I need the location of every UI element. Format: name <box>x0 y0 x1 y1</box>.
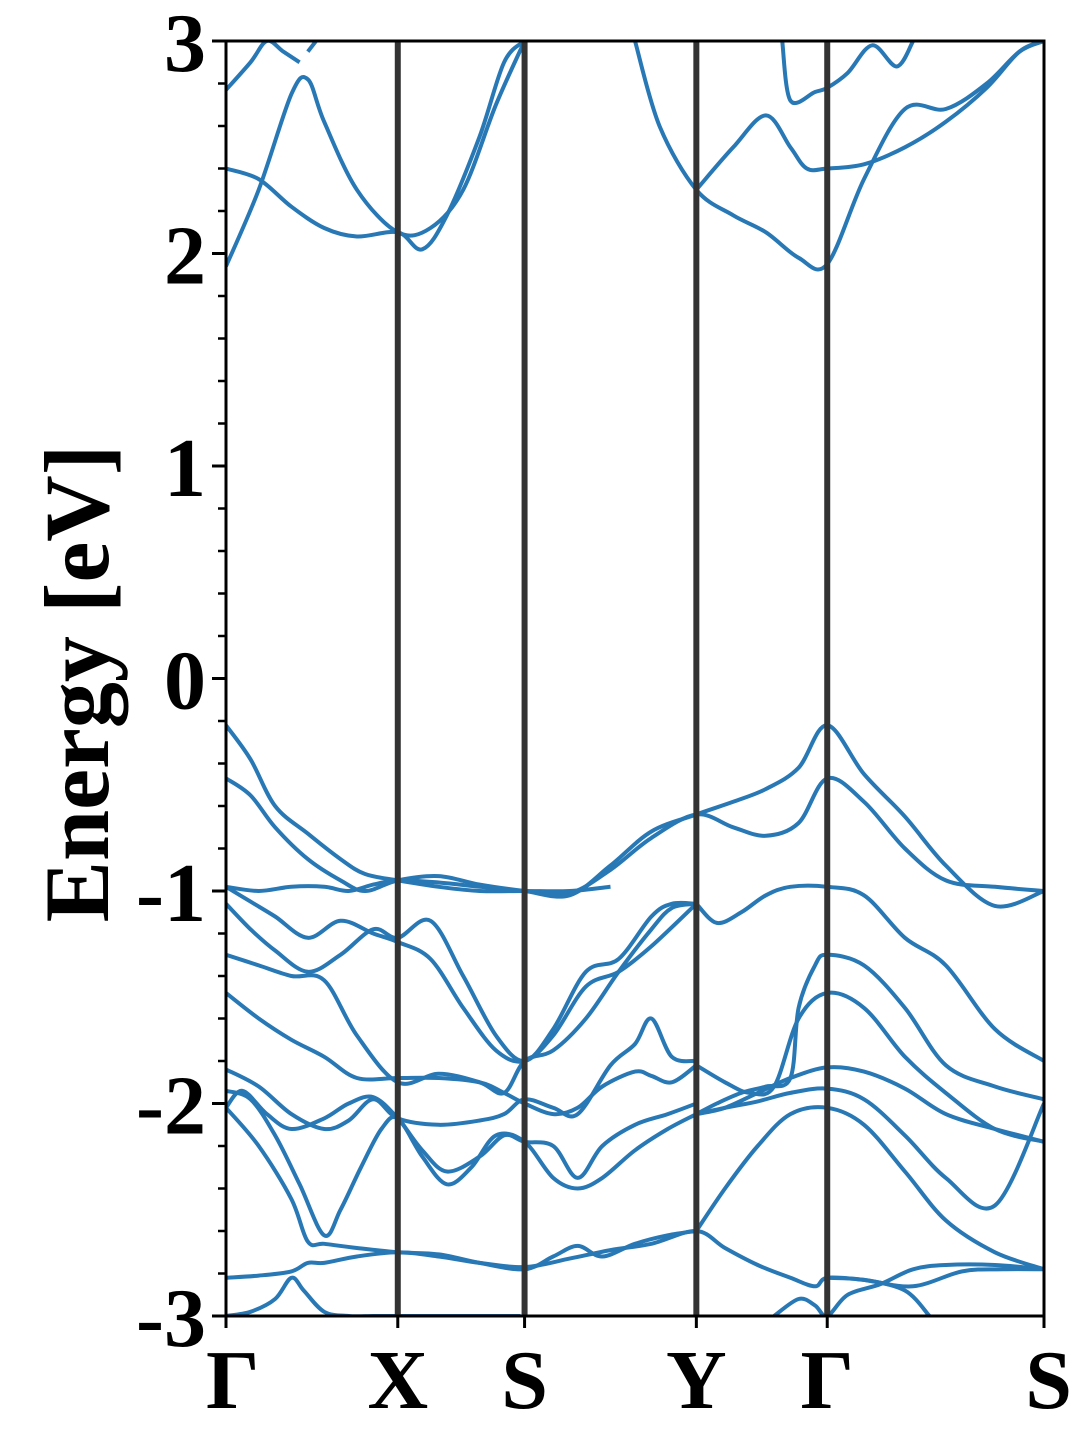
band-line-26 <box>694 41 1044 192</box>
band-lines <box>226 41 1044 1316</box>
plot-frame <box>224 39 1046 1318</box>
x-tick-label-2: S <box>501 1334 548 1427</box>
band-line-3 <box>226 1088 698 1238</box>
band-line-14 <box>695 990 1044 1144</box>
band-line-5 <box>226 1016 697 1132</box>
band-line-8 <box>226 900 697 1064</box>
band-line-11 <box>226 723 1044 909</box>
x-tick-label-1: X <box>367 1334 428 1427</box>
y-tick-label: 1 <box>164 422 206 515</box>
band-line-16 <box>695 1065 1044 1144</box>
y-axis-label: Energy [eV] <box>26 445 128 923</box>
y-tick-label: -3 <box>136 1272 206 1365</box>
x-tick-label-5: S <box>1025 1334 1072 1427</box>
y-tick-label: -1 <box>136 847 206 940</box>
x-tick-label-3: Y <box>666 1334 727 1427</box>
y-tick-label: 2 <box>164 210 206 303</box>
x-tick-label-0: Γ <box>206 1334 259 1427</box>
band-line-1 <box>226 1229 1044 1289</box>
band-line-13 <box>695 952 1044 1116</box>
band-line-9 <box>226 885 698 1064</box>
band-line-23 <box>226 41 301 92</box>
y-tick-label: 3 <box>164 0 206 90</box>
y-ticks: -3 -2 -1 0 1 2 3 <box>136 0 226 1365</box>
y-tick-label: -2 <box>136 1060 206 1153</box>
band-line-4 <box>226 1088 698 1180</box>
band-line-20 <box>827 1275 931 1316</box>
band-line-12 <box>226 724 611 894</box>
band-line-27 <box>780 41 915 106</box>
high-symmetry-lines <box>394 41 831 1316</box>
band-line-2 <box>226 1106 697 1272</box>
band-line-7 <box>226 901 697 1096</box>
x-tick-label-4: Γ <box>801 1334 854 1427</box>
band-line-19 <box>772 1262 1044 1316</box>
band-line-10 <box>226 775 1044 897</box>
band-line-21 <box>226 41 527 268</box>
band-line-24 <box>306 41 318 53</box>
y-tick-label: 0 <box>164 635 206 728</box>
band-line-17 <box>695 1086 1044 1211</box>
band-line-0 <box>226 1275 521 1316</box>
band-line-18 <box>694 1105 1044 1272</box>
band-line-15 <box>694 883 1044 1063</box>
